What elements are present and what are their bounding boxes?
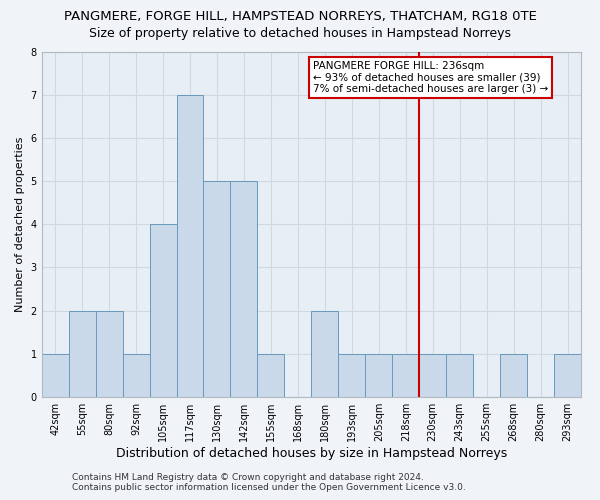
Bar [338,354,365,397]
Bar [95,310,122,397]
Bar [419,354,446,397]
Bar [554,354,581,397]
Bar [365,354,392,397]
Y-axis label: Number of detached properties: Number of detached properties [15,136,25,312]
Text: PANGMERE, FORGE HILL, HAMPSTEAD NORREYS, THATCHAM, RG18 0TE: PANGMERE, FORGE HILL, HAMPSTEAD NORREYS,… [64,10,536,23]
Bar [311,310,338,397]
Bar [176,94,203,397]
Bar [230,181,257,397]
Text: Size of property relative to detached houses in Hampstead Norreys: Size of property relative to detached ho… [89,28,511,40]
Bar [500,354,527,397]
Bar [257,354,284,397]
Text: PANGMERE FORGE HILL: 236sqm
← 93% of detached houses are smaller (39)
7% of semi: PANGMERE FORGE HILL: 236sqm ← 93% of det… [313,61,548,94]
Bar [122,354,149,397]
Bar [203,181,230,397]
X-axis label: Distribution of detached houses by size in Hampstead Norreys: Distribution of detached houses by size … [116,447,507,460]
Text: Contains HM Land Registry data © Crown copyright and database right 2024.
Contai: Contains HM Land Registry data © Crown c… [72,473,466,492]
Bar [41,354,68,397]
Bar [392,354,419,397]
Bar [68,310,95,397]
Bar [446,354,473,397]
Bar [149,224,176,397]
